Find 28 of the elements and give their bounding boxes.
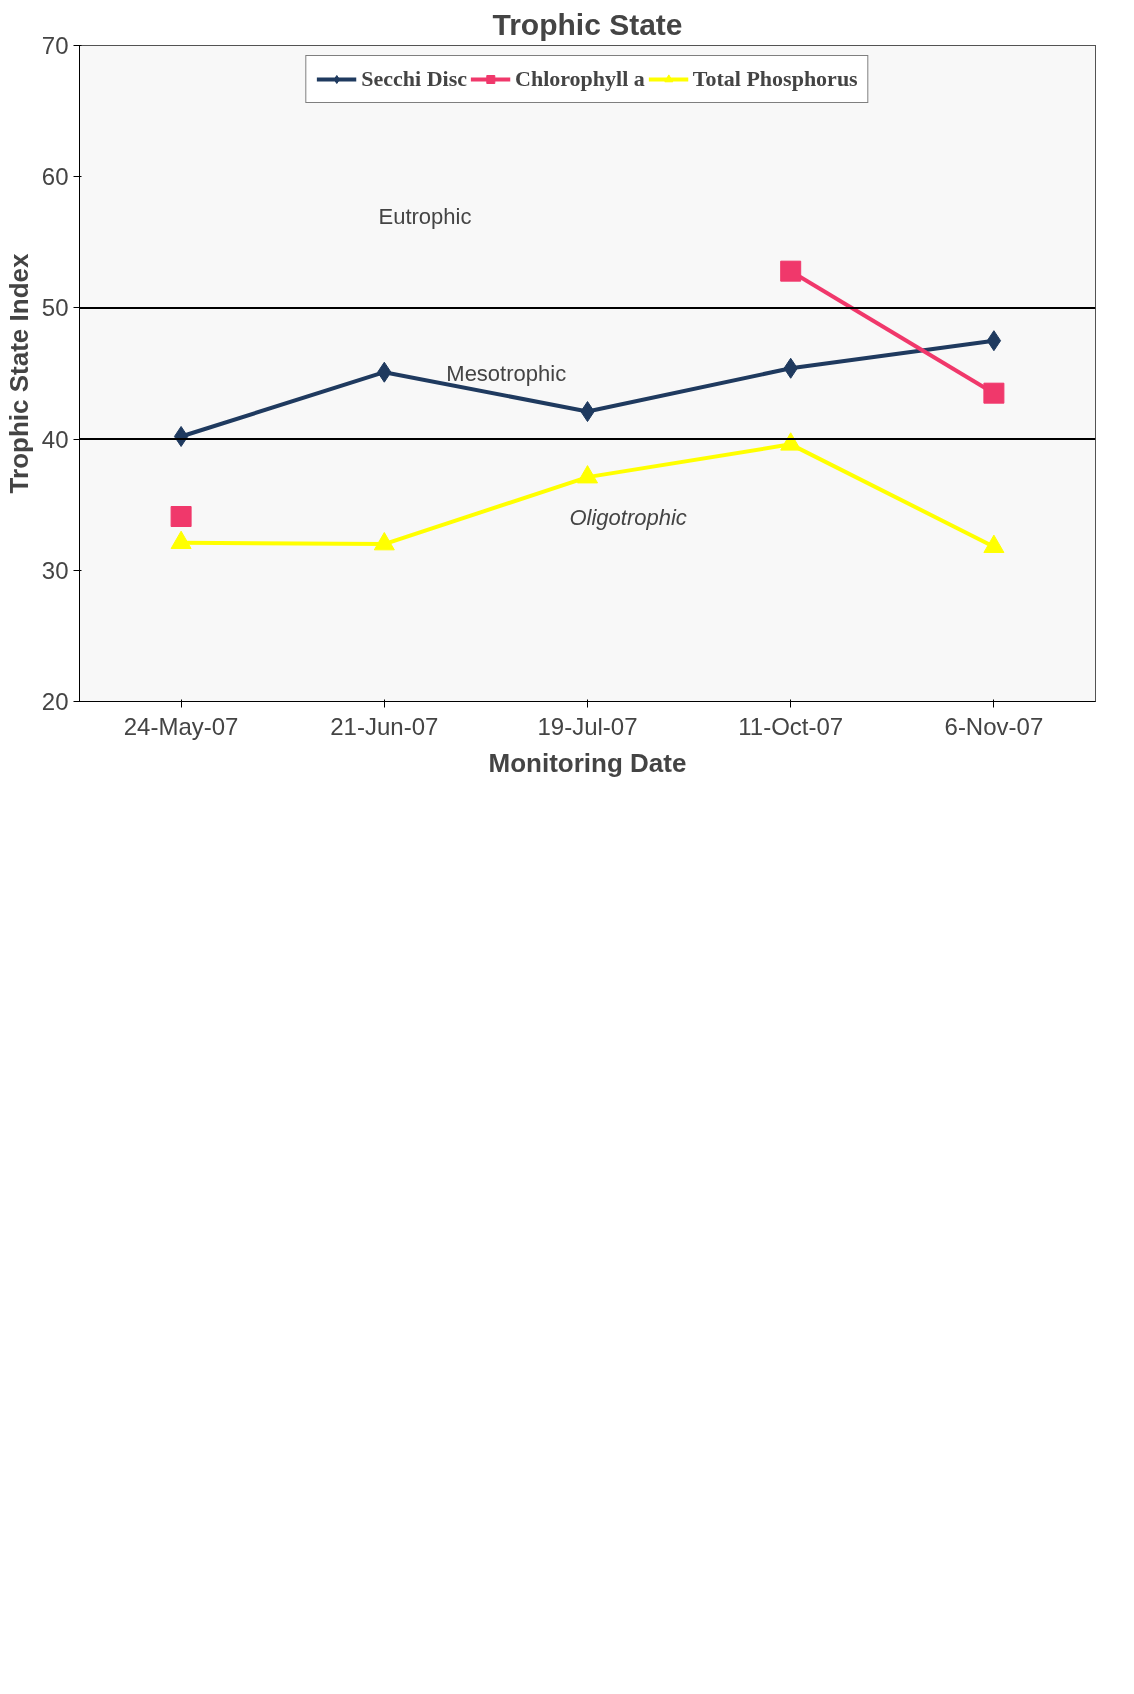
y-tick-label: 20 — [41, 688, 69, 715]
band-label: Oligotrophic — [569, 505, 687, 531]
x-tick-label: 19-Jul-07 — [537, 712, 638, 740]
legend-label: Chlorophyll a — [515, 66, 645, 92]
band-label: Eutrophic — [378, 203, 472, 229]
chart-title: Trophic State — [492, 7, 683, 41]
legend-label: Total Phosphorus — [692, 66, 858, 92]
point — [780, 432, 802, 451]
point — [780, 260, 802, 282]
y-tick-label: 40 — [41, 425, 69, 453]
point — [577, 465, 598, 484]
point — [983, 382, 1005, 404]
y-tick-label: 60 — [41, 163, 69, 191]
point — [986, 330, 1002, 352]
x-tick-label: 21-Jun-07 — [330, 712, 439, 740]
legend-label: Secchi Disc — [361, 66, 468, 92]
point — [170, 530, 192, 550]
y-axis-title: Trophic State Index — [3, 253, 34, 494]
x-tick-label: 6-Nov-07 — [944, 712, 1044, 740]
band-label: Mesotrophic — [446, 361, 567, 386]
point — [983, 534, 1005, 553]
point — [373, 532, 395, 551]
x-axis-title: Monitoring Date — [488, 747, 687, 778]
x-tick-label: 24-May-07 — [123, 712, 239, 740]
y-tick-label: 50 — [41, 294, 69, 322]
y-tick-label: 30 — [41, 556, 69, 584]
y-tick-label: 70 — [41, 32, 69, 59]
x-tick-label: 11-Oct-07 — [738, 712, 844, 740]
